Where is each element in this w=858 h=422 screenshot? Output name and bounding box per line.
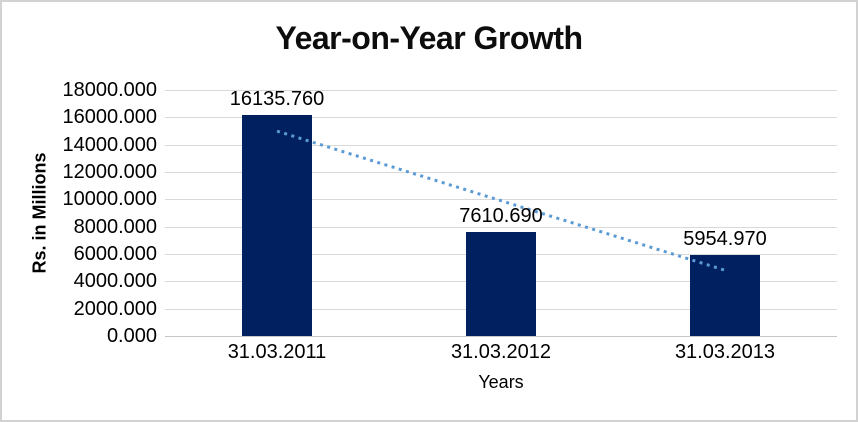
gridline xyxy=(165,117,837,119)
y-axis-tick-label: 12000.000 xyxy=(62,161,157,183)
y-axis-tick-label: 2000.000 xyxy=(73,297,157,320)
y-axis-tick-label: 6000.000 xyxy=(73,243,157,265)
x-axis-tick-label: 31.03.2013 xyxy=(674,341,776,363)
y-axis-tick-label: 10000.000 xyxy=(62,188,157,211)
gridline xyxy=(165,226,837,228)
y-axis-tick-label: 0.000 xyxy=(106,325,157,347)
bar-data-label: 16135.760 xyxy=(229,88,325,111)
gridline xyxy=(165,172,837,173)
y-axis-tick-label: 14000.000 xyxy=(62,133,157,156)
gridline xyxy=(165,90,837,91)
bar xyxy=(242,115,312,336)
trendline xyxy=(276,129,726,272)
y-axis-tick-label: 18000.000 xyxy=(62,79,157,101)
bar xyxy=(690,254,760,336)
chart-title: Year-on-Year Growth xyxy=(275,20,583,56)
x-axis-tick-label: 31.03.2012 xyxy=(450,341,552,363)
gridline xyxy=(165,144,837,146)
x-axis-line xyxy=(165,336,837,337)
y-axis-tick-label: 16000.000 xyxy=(62,106,157,129)
y-axis-tick-label: 8000.000 xyxy=(73,215,157,238)
x-axis-title: Years xyxy=(478,372,524,392)
bar-data-label: 5954.970 xyxy=(683,227,767,250)
plot-area xyxy=(165,90,837,337)
y-axis-tick-label: 4000.000 xyxy=(73,270,157,293)
bar-data-label: 7610.690 xyxy=(459,204,543,227)
x-axis-tick-label: 31.03.2011 xyxy=(227,341,327,363)
bar xyxy=(466,231,536,336)
